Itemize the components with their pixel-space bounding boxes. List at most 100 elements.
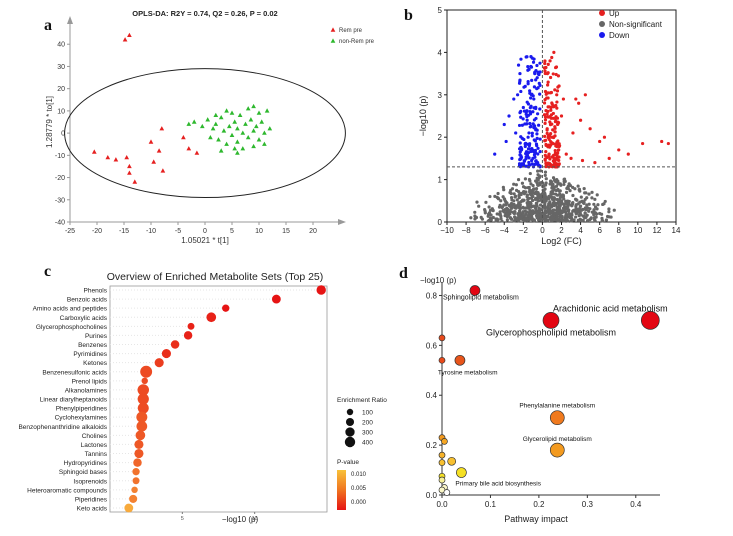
data-point-non-significant [607,207,611,211]
x-tick-label: −4 [500,226,510,235]
data-point-up [550,122,554,126]
data-point-down [536,112,540,116]
data-point-down [528,106,532,110]
data-point-non-significant [532,204,536,208]
data-point-up [543,134,547,138]
y-axis-label: −log10 (p) [418,96,428,137]
data-point-non-significant [501,185,505,190]
data-point-up [551,116,556,120]
data-point-up [598,139,602,144]
data-point-non-rem-pre [213,121,219,126]
data-point-non-significant [496,191,500,196]
data-point-non-significant [541,181,545,185]
data-point-down [531,60,536,64]
y-tick-label: -40 [55,220,65,227]
data-point-non-significant [596,203,600,207]
data-point-non-significant [526,197,530,202]
data-point-non-significant [545,205,550,210]
data-point-rem-pre [151,159,157,164]
x-tick-label: −8 [462,226,472,235]
data-point-non-significant [569,203,573,207]
data-point-up [543,69,547,73]
data-point-down [530,78,534,82]
data-point-non-significant [536,169,540,173]
data-point-non-significant [497,205,502,209]
data-point-down [524,141,528,146]
data-point-up [555,116,560,120]
data-point-non-significant [534,201,538,205]
data-point-non-significant [525,217,529,221]
data-point-down [529,149,533,154]
data-point-up [548,91,552,95]
data-point-up [543,118,548,122]
y-tick-label: -20 [55,175,65,182]
data-point-up [553,125,557,129]
data-point-non-significant [569,213,573,217]
data-point-down [538,165,542,169]
data-point-non-significant [580,219,584,223]
data-point-down [517,123,522,128]
data-point-non-significant [549,179,553,183]
pathway-label: Sphingolipid metabolism [443,294,519,301]
data-point-down [524,55,528,59]
category-label: Tannins [85,451,108,458]
x-tick-label: 10 [255,228,263,235]
data-point-non-rem-pre [251,128,256,133]
data-point-non-significant [593,197,597,201]
data-point-down [514,131,518,135]
legend-label: Rem pre [339,28,363,34]
data-point-up [551,128,555,132]
category-label: Phenols [84,288,108,295]
data-point-up [580,158,585,163]
data-point-pathway [542,312,560,329]
data-point-up [548,59,552,63]
data-point-down [523,84,527,88]
data-point-up [543,153,547,157]
pathway-label: Glycerolipid metabolism [523,436,592,443]
data-point-isoprenoids [132,477,140,485]
data-point-non-significant [555,178,559,182]
data-point-down [519,148,524,152]
data-point-down [519,57,523,61]
data-point-non-significant [534,179,538,183]
data-point-down [516,93,520,97]
data-point-non-significant [561,194,566,199]
data-point-alkanolamines [137,384,149,396]
data-point-down [522,109,527,113]
data-point-down [520,123,524,127]
data-point-up [546,80,550,84]
data-point-non-significant [480,217,484,221]
data-point-rem-pre [194,150,200,155]
data-point-benzenesulfonic-acids [140,365,153,378]
data-point-non-rem-pre [251,103,256,109]
data-point-non-significant [563,216,567,220]
pathway-label: Phenylalanine metabolism [519,403,595,410]
data-point-non-rem-pre [259,119,265,124]
data-point-non-significant [547,194,551,198]
data-point-pathway [640,311,660,330]
data-point-up [545,112,549,116]
category-label: Ketones [83,360,108,367]
x-tick-label: -15 [119,228,129,235]
data-point-down [518,153,522,157]
data-point-up [549,139,553,144]
data-point-benzophenanthridine-alkaloids [136,420,148,432]
x-tick-label: -25 [65,228,75,235]
y-tick-label: -10 [55,153,65,160]
panel-label-b: b [404,7,413,24]
data-point-up [542,66,546,70]
data-point-non-significant [475,200,479,204]
data-point-non-significant [549,192,553,196]
data-point-non-significant [592,202,596,206]
data-point-up [556,85,560,89]
data-point-non-significant [584,191,588,195]
data-point-non-significant [574,215,578,219]
data-point-non-significant [577,213,581,218]
data-point-down [533,162,537,166]
data-point-up [554,72,558,77]
data-point-up [607,156,611,160]
data-point-non-rem-pre [256,110,262,115]
data-point-non-significant [486,219,490,223]
data-point-non-significant [592,215,597,220]
